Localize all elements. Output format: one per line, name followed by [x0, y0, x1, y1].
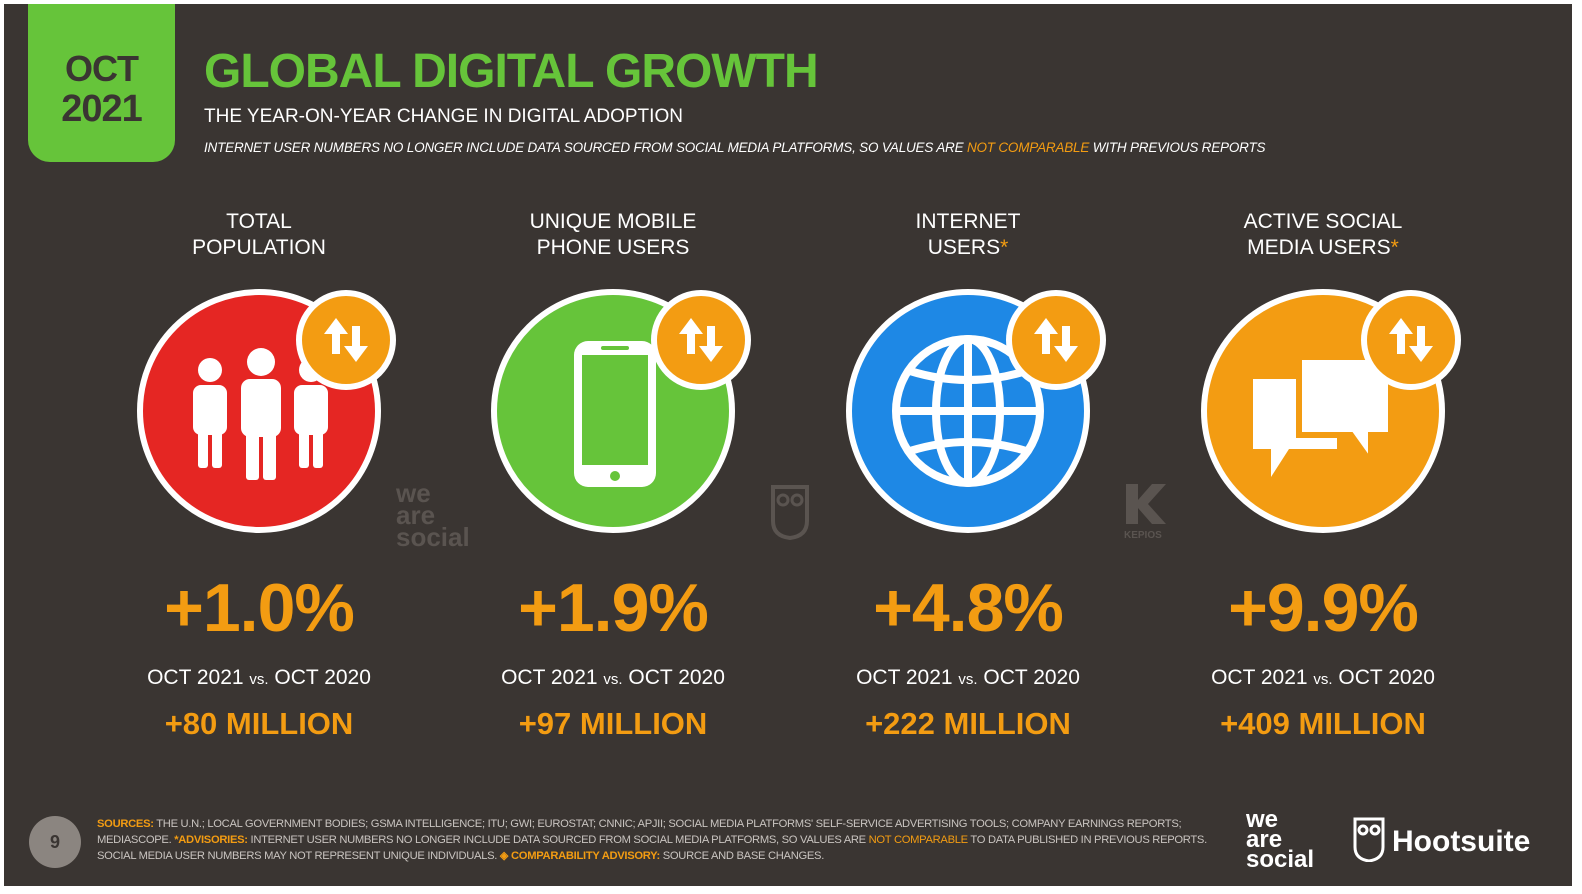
- cmp-vs: vs.: [958, 671, 978, 688]
- advisories-key: *ADVISORIES:: [174, 834, 248, 846]
- hootsuite-logo: Hootsuite: [1352, 816, 1530, 870]
- cmp-b: OCT 2020: [1332, 666, 1435, 689]
- chat-bubbles-icon: [1201, 289, 1445, 533]
- wm-was-3: social: [396, 522, 470, 552]
- metric-total-population: TOTAL POPULATION +1.0% OCT 2021 vs. OCT …: [94, 209, 424, 741]
- metric-label-text: TOTAL POPULATION: [192, 210, 326, 259]
- up-down-arrows-icon: [296, 290, 396, 390]
- metric-unique-mobile-users: UNIQUE MOBILE PHONE USERS +1.9% OCT 2021…: [448, 209, 778, 741]
- slide: OCT 2021 GLOBAL DIGITAL GROWTH THE YEAR-…: [4, 4, 1572, 886]
- metric-percent: +1.0%: [164, 570, 355, 646]
- note-highlight: NOT COMPARABLE: [966, 140, 1090, 155]
- metric-internet-users: INTERNET USERS* +4.8% OCT 2021 vs. OCT 2…: [803, 209, 1133, 741]
- metric-label-text: INTERNET USERS: [915, 210, 1021, 259]
- cmp-b: OCT 2020: [622, 666, 725, 689]
- metric-label: UNIQUE MOBILE PHONE USERS: [448, 209, 778, 265]
- sources-key: SOURCES:: [97, 818, 154, 830]
- cmp-vs: vs.: [603, 671, 623, 688]
- we-are-social-watermark: we are social: [396, 478, 470, 552]
- page-number: 9: [29, 816, 81, 868]
- page-subtitle: THE YEAR-ON-YEAR CHANGE IN DIGITAL ADOPT…: [204, 106, 683, 127]
- comparability-note: INTERNET USER NUMBERS NO LONGER INCLUDE …: [204, 140, 1265, 155]
- metric-label-star: *: [1000, 236, 1009, 259]
- metric-absolute: +97 MILLION: [518, 706, 708, 741]
- cmp-a: OCT 2021: [1211, 666, 1314, 689]
- metric-active-social-media-users: ACTIVE SOCIAL MEDIA USERS* +9.9% OCT 202…: [1158, 209, 1488, 741]
- metric-percent: +4.8%: [873, 570, 1064, 646]
- metric-absolute: +80 MILLION: [164, 706, 354, 741]
- kepios-watermark: KEPIOS: [1124, 482, 1168, 542]
- metric-label-star: *: [1390, 236, 1399, 259]
- comparability-body: SOURCE AND BASE CHANGES.: [659, 850, 825, 862]
- metric-label-text: ACTIVE SOCIAL MEDIA USERS: [1243, 210, 1403, 259]
- kepios-text: KEPIOS: [1124, 530, 1162, 541]
- metric-label: TOTAL POPULATION: [94, 209, 424, 265]
- cmp-a: OCT 2021: [147, 666, 250, 689]
- metric-percent: +1.9%: [518, 570, 709, 646]
- metric-label-text: UNIQUE MOBILE PHONE USERS: [529, 210, 697, 259]
- page-title: GLOBAL DIGITAL GROWTH: [204, 45, 819, 98]
- metric-absolute: +409 MILLION: [1220, 706, 1426, 741]
- logo-was-1: we: [1246, 806, 1279, 833]
- cmp-vs: vs.: [249, 671, 269, 688]
- metric-comparison: OCT 2021 vs. OCT 2020: [94, 666, 424, 690]
- cmp-b: OCT 2020: [977, 666, 1080, 689]
- logo-was-3: social: [1246, 846, 1315, 873]
- note-text-before: INTERNET USER NUMBERS NO LONGER INCLUDE …: [204, 140, 967, 155]
- cmp-a: OCT 2021: [501, 666, 604, 689]
- advisories-highlight: NOT COMPARABLE: [868, 834, 969, 846]
- date-month: OCT: [65, 48, 139, 89]
- wm-was-1: we: [396, 478, 431, 508]
- comparability-key: ◈ COMPARABILITY ADVISORY:: [499, 850, 660, 862]
- note-text-after: WITH PREVIOUS REPORTS: [1089, 140, 1266, 155]
- metric-label: INTERNET USERS*: [803, 209, 1133, 265]
- metric-comparison: OCT 2021 vs. OCT 2020: [448, 666, 778, 690]
- hootsuite-owl-icon: [1352, 816, 1386, 870]
- metric-comparison: OCT 2021 vs. OCT 2020: [803, 666, 1133, 690]
- cmp-vs: vs.: [1313, 671, 1333, 688]
- metric-percent: +9.9%: [1228, 570, 1419, 646]
- metric-absolute: +222 MILLION: [865, 706, 1071, 741]
- metric-comparison: OCT 2021 vs. OCT 2020: [1158, 666, 1488, 690]
- sources-body: THE U.N.; LOCAL GOVERNMENT BODIES; GSMA …: [97, 818, 1182, 846]
- up-down-arrows-icon: [1361, 290, 1461, 390]
- date-year: 2021: [61, 88, 143, 130]
- cmp-b: OCT 2020: [268, 666, 371, 689]
- we-are-social-logo: we are social: [1246, 806, 1315, 873]
- up-down-arrows-icon: [651, 290, 751, 390]
- advisories-body: INTERNET USER NUMBERS NO LONGER INCLUDE …: [247, 834, 869, 846]
- advisories-body-2: TO DATA PUBLISHED IN PREVIOUS REPORTS. S…: [97, 834, 1207, 862]
- sources-text: SOURCES: THE U.N.; LOCAL GOVERNMENT BODI…: [97, 816, 1207, 864]
- cmp-a: OCT 2021: [856, 666, 959, 689]
- wm-was-2: are: [396, 500, 436, 530]
- up-down-arrows-icon: [1006, 290, 1106, 390]
- metric-label: ACTIVE SOCIAL MEDIA USERS*: [1158, 209, 1488, 265]
- date-badge: OCT 2021: [28, 4, 175, 162]
- hootsuite-wordmark: Hootsuite: [1392, 824, 1531, 858]
- logo-was-2: are: [1246, 826, 1283, 853]
- hootsuite-owl-watermark: [770, 484, 810, 542]
